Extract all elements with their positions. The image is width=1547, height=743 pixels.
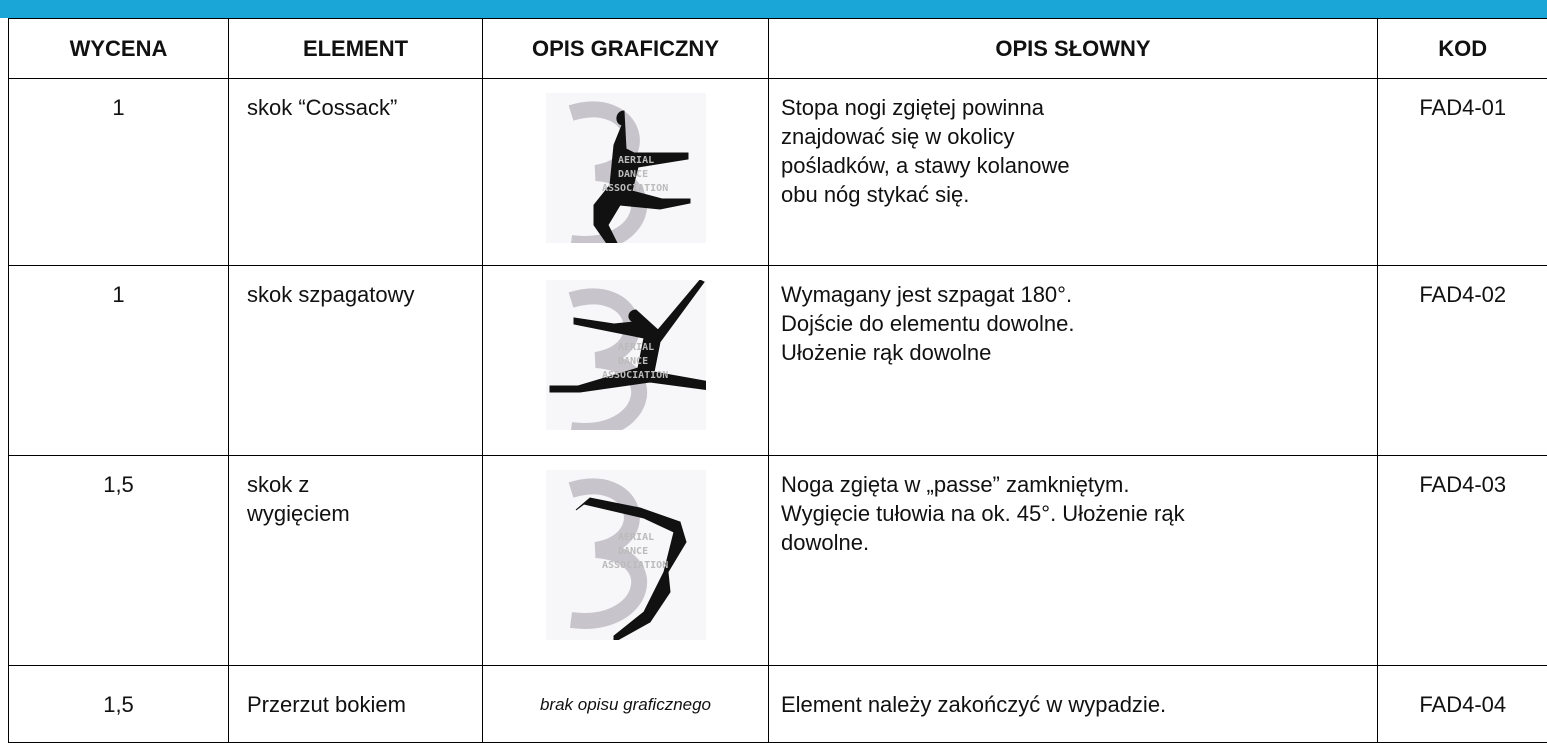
description-line: Ułożenie rąk dowolne: [781, 338, 1367, 367]
element-line: skok z: [247, 470, 472, 499]
top-bar: [0, 0, 1547, 18]
watermark-text: AERIAL: [618, 532, 654, 543]
watermark-text: DANCE: [618, 356, 648, 367]
description-line: znajdować się w okolicy: [781, 122, 1367, 151]
description-line: Wygięcie tułowia na ok. 45°. Ułożenie rą…: [781, 499, 1367, 528]
table-row: 1 skok szpagatowy AERIAL DANCE ASSOCIATION Wy…: [9, 266, 1547, 456]
header-cell: WYCENA: [9, 19, 229, 79]
graphic-cell: AERIAL DANCE ASSOCIATION: [483, 79, 769, 266]
header-cell: ELEMENT: [229, 19, 483, 79]
description-line: Stopa nogi zgiętej powinna: [781, 93, 1367, 122]
watermark-text: ASSOCIATION: [602, 183, 668, 194]
element-cell: skok szpagatowy: [229, 266, 483, 456]
graphic-cell: brak opisu graficznego: [483, 666, 769, 743]
element-line: wygięciem: [247, 499, 472, 528]
watermark-text: DANCE: [618, 169, 648, 180]
value-cell: 1: [9, 79, 229, 266]
watermark-text: AERIAL: [618, 155, 654, 166]
graphic-cell: AERIAL DANCE ASSOCIATION: [483, 456, 769, 666]
table-row: 1,5 Przerzut bokiem brak opisu graficznego…: [9, 666, 1547, 743]
value-cell: 1: [9, 266, 229, 456]
code-cell: FAD4-04: [1378, 666, 1547, 743]
value-cell: 1,5: [9, 666, 229, 743]
value-cell: 1,5: [9, 456, 229, 666]
graphic-cell: AERIAL DANCE ASSOCIATION: [483, 266, 769, 456]
element-line: Przerzut bokiem: [247, 690, 472, 719]
watermark-text: AERIAL: [618, 342, 654, 353]
header-cell: OPIS SŁOWNY: [769, 19, 1378, 79]
description-line: pośladków, a stawy kolanowe: [781, 151, 1367, 180]
element-cell: skok “Cossack”: [229, 79, 483, 266]
code-cell: FAD4-02: [1378, 266, 1547, 456]
description-cell: Noga zgięta w „passe” zamkniętym.Wygięci…: [769, 456, 1378, 666]
description-line: Element należy zakończyć w wypadzie.: [781, 690, 1367, 719]
figure-illustration: AERIAL DANCE ASSOCIATION: [546, 470, 706, 640]
figure-illustration: AERIAL DANCE ASSOCIATION: [546, 93, 706, 243]
element-line: skok “Cossack”: [247, 93, 472, 122]
code-cell: FAD4-03: [1378, 456, 1547, 666]
code-cell: FAD4-01: [1378, 79, 1547, 266]
header-cell: OPIS GRAFICZNY: [483, 19, 769, 79]
figure-illustration: AERIAL DANCE ASSOCIATION: [546, 280, 706, 430]
watermark-text: ASSOCIATION: [602, 560, 668, 571]
watermark-text: ASSOCIATION: [602, 370, 668, 381]
description-line: dowolne.: [781, 528, 1367, 557]
description-line: obu nóg stykać się.: [781, 180, 1367, 209]
description-cell: Wymagany jest szpagat 180°.Dojście do el…: [769, 266, 1378, 456]
description-line: Dojście do elementu dowolne.: [781, 309, 1367, 338]
table-row: 1 skok “Cossack” AERIAL DANCE ASSOCIATION Sto…: [9, 79, 1547, 266]
description-line: Noga zgięta w „passe” zamkniętym.: [781, 470, 1367, 499]
watermark-text: DANCE: [618, 546, 648, 557]
description-line: Wymagany jest szpagat 180°.: [781, 280, 1367, 309]
description-cell: Element należy zakończyć w wypadzie.: [769, 666, 1378, 743]
element-line: skok szpagatowy: [247, 280, 472, 309]
header-cell: KOD: [1378, 19, 1547, 79]
element-cell: Przerzut bokiem: [229, 666, 483, 743]
